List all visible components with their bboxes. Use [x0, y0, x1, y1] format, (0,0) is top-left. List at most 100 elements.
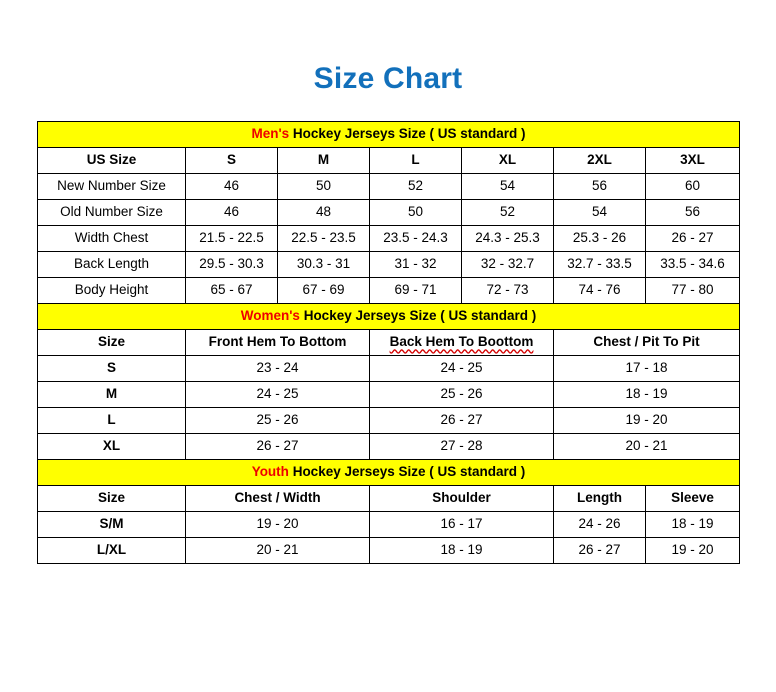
table-row: Old Number Size 46 48 50 52 54 56 — [37, 199, 740, 226]
womens-col-head-2-text: Back Hem To Boottom — [389, 334, 534, 350]
womens-col-head-2: Back Hem To Boottom — [369, 329, 554, 356]
mens-cell-2-5: 26 - 27 — [645, 225, 740, 252]
womens-cell-0-0: 23 - 24 — [185, 355, 370, 382]
mens-cell-4-1: 67 - 69 — [277, 277, 370, 304]
table-row: XL 26 - 27 27 - 28 20 - 21 — [37, 433, 740, 460]
mens-cell-2-3: 24.3 - 25.3 — [461, 225, 554, 252]
youth-row-label-1: L/XL — [37, 537, 186, 564]
table-row: L 25 - 26 26 - 27 19 - 20 — [37, 407, 740, 434]
mens-col-head-5: 2XL — [553, 147, 646, 174]
womens-col-head-3: Chest / Pit To Pit — [553, 329, 740, 356]
table-row: Width Chest 21.5 - 22.5 22.5 - 23.5 23.5… — [37, 225, 740, 252]
womens-row-label-3: XL — [37, 433, 186, 460]
youth-cell-0-1: 16 - 17 — [369, 511, 554, 538]
womens-cell-3-1: 27 - 28 — [369, 433, 554, 460]
mens-row-label-2: Width Chest — [37, 225, 186, 252]
youth-cell-0-2: 24 - 26 — [553, 511, 646, 538]
mens-cell-1-1: 48 — [277, 199, 370, 226]
mens-cell-0-1: 50 — [277, 173, 370, 200]
mens-col-head-3: L — [369, 147, 462, 174]
mens-cell-0-4: 56 — [553, 173, 646, 200]
mens-col-head-1: S — [185, 147, 278, 174]
table-row: Body Height 65 - 67 67 - 69 69 - 71 72 -… — [37, 277, 740, 304]
mens-cell-1-5: 56 — [645, 199, 740, 226]
youth-cell-1-0: 20 - 21 — [185, 537, 370, 564]
womens-cell-1-2: 18 - 19 — [553, 381, 740, 408]
youth-row-label-0: S/M — [37, 511, 186, 538]
mens-col-head-0: US Size — [37, 147, 186, 174]
youth-cell-0-0: 19 - 20 — [185, 511, 370, 538]
mens-cell-1-0: 46 — [185, 199, 278, 226]
womens-cell-0-1: 24 - 25 — [369, 355, 554, 382]
table-row: L/XL 20 - 21 18 - 19 26 - 27 19 - 20 — [37, 537, 740, 564]
womens-banner-accent: Women's — [240, 308, 300, 324]
womens-cell-1-0: 24 - 25 — [185, 381, 370, 408]
womens-cell-2-1: 26 - 27 — [369, 407, 554, 434]
mens-cell-0-0: 46 — [185, 173, 278, 200]
womens-cell-3-0: 26 - 27 — [185, 433, 370, 460]
mens-col-head-2: M — [277, 147, 370, 174]
youth-col-head-2: Shoulder — [369, 485, 554, 512]
womens-row-label-0: S — [37, 355, 186, 382]
mens-cell-3-4: 32.7 - 33.5 — [553, 251, 646, 278]
womens-banner-rest: Hockey Jerseys Size ( US standard ) — [299, 308, 537, 324]
mens-cell-0-3: 54 — [461, 173, 554, 200]
mens-cell-1-2: 50 — [369, 199, 462, 226]
mens-cell-0-2: 52 — [369, 173, 462, 200]
mens-cell-4-4: 74 - 76 — [553, 277, 646, 304]
mens-cell-4-3: 72 - 73 — [461, 277, 554, 304]
mens-cell-0-5: 60 — [645, 173, 740, 200]
womens-banner-row: Women's Hockey Jerseys Size ( US standar… — [37, 303, 740, 330]
mens-col-head-4: XL — [461, 147, 554, 174]
mens-cell-2-1: 22.5 - 23.5 — [277, 225, 370, 252]
mens-cell-4-2: 69 - 71 — [369, 277, 462, 304]
youth-header-row: Size Chest / Width Shoulder Length Sleev… — [37, 485, 740, 512]
mens-cell-2-2: 23.5 - 24.3 — [369, 225, 462, 252]
youth-banner-accent: Youth — [251, 464, 289, 480]
mens-header-row: US Size S M L XL 2XL 3XL — [37, 147, 740, 174]
page-title: Size Chart — [313, 62, 463, 95]
womens-col-head-0: Size — [37, 329, 186, 356]
mens-row-label-4: Body Height — [37, 277, 186, 304]
mens-banner-row: Men's Hockey Jerseys Size ( US standard … — [37, 121, 740, 148]
mens-cell-1-3: 52 — [461, 199, 554, 226]
mens-banner-rest: Hockey Jerseys Size ( US standard ) — [289, 126, 526, 142]
mens-cell-3-1: 30.3 - 31 — [277, 251, 370, 278]
youth-col-head-3: Length — [553, 485, 646, 512]
youth-col-head-0: Size — [37, 485, 186, 512]
youth-cell-1-1: 18 - 19 — [369, 537, 554, 564]
womens-cell-2-0: 25 - 26 — [185, 407, 370, 434]
youth-col-head-1: Chest / Width — [185, 485, 370, 512]
womens-row-label-1: M — [37, 381, 186, 408]
mens-cell-3-2: 31 - 32 — [369, 251, 462, 278]
youth-section-banner: Youth Hockey Jerseys Size ( US standard … — [37, 459, 740, 486]
youth-cell-1-3: 19 - 20 — [645, 537, 740, 564]
womens-cell-0-2: 17 - 18 — [553, 355, 740, 382]
mens-row-label-0: New Number Size — [37, 173, 186, 200]
mens-row-label-3: Back Length — [37, 251, 186, 278]
youth-cell-1-2: 26 - 27 — [553, 537, 646, 564]
table-row: M 24 - 25 25 - 26 18 - 19 — [37, 381, 740, 408]
youth-banner-rest: Hockey Jerseys Size ( US standard ) — [288, 464, 526, 480]
mens-cell-2-4: 25.3 - 26 — [553, 225, 646, 252]
mens-row-label-1: Old Number Size — [37, 199, 186, 226]
womens-cell-1-1: 25 - 26 — [369, 381, 554, 408]
mens-cell-1-4: 54 — [553, 199, 646, 226]
mens-col-head-6: 3XL — [645, 147, 740, 174]
mens-cell-3-5: 33.5 - 34.6 — [645, 251, 740, 278]
womens-cell-2-2: 19 - 20 — [553, 407, 740, 434]
youth-cell-0-3: 18 - 19 — [645, 511, 740, 538]
mens-cell-4-5: 77 - 80 — [645, 277, 740, 304]
womens-row-label-2: L — [37, 407, 186, 434]
mens-cell-2-0: 21.5 - 22.5 — [185, 225, 278, 252]
mens-section-banner: Men's Hockey Jerseys Size ( US standard … — [37, 121, 740, 148]
table-row: S 23 - 24 24 - 25 17 - 18 — [37, 355, 740, 382]
mens-cell-3-0: 29.5 - 30.3 — [185, 251, 278, 278]
womens-col-head-1: Front Hem To Bottom — [185, 329, 370, 356]
youth-banner-row: Youth Hockey Jerseys Size ( US standard … — [37, 459, 740, 486]
mens-cell-3-3: 32 - 32.7 — [461, 251, 554, 278]
mens-cell-4-0: 65 - 67 — [185, 277, 278, 304]
womens-cell-3-2: 20 - 21 — [553, 433, 740, 460]
table-row: New Number Size 46 50 52 54 56 60 — [37, 173, 740, 200]
womens-header-row: Size Front Hem To Bottom Back Hem To Boo… — [37, 329, 740, 356]
